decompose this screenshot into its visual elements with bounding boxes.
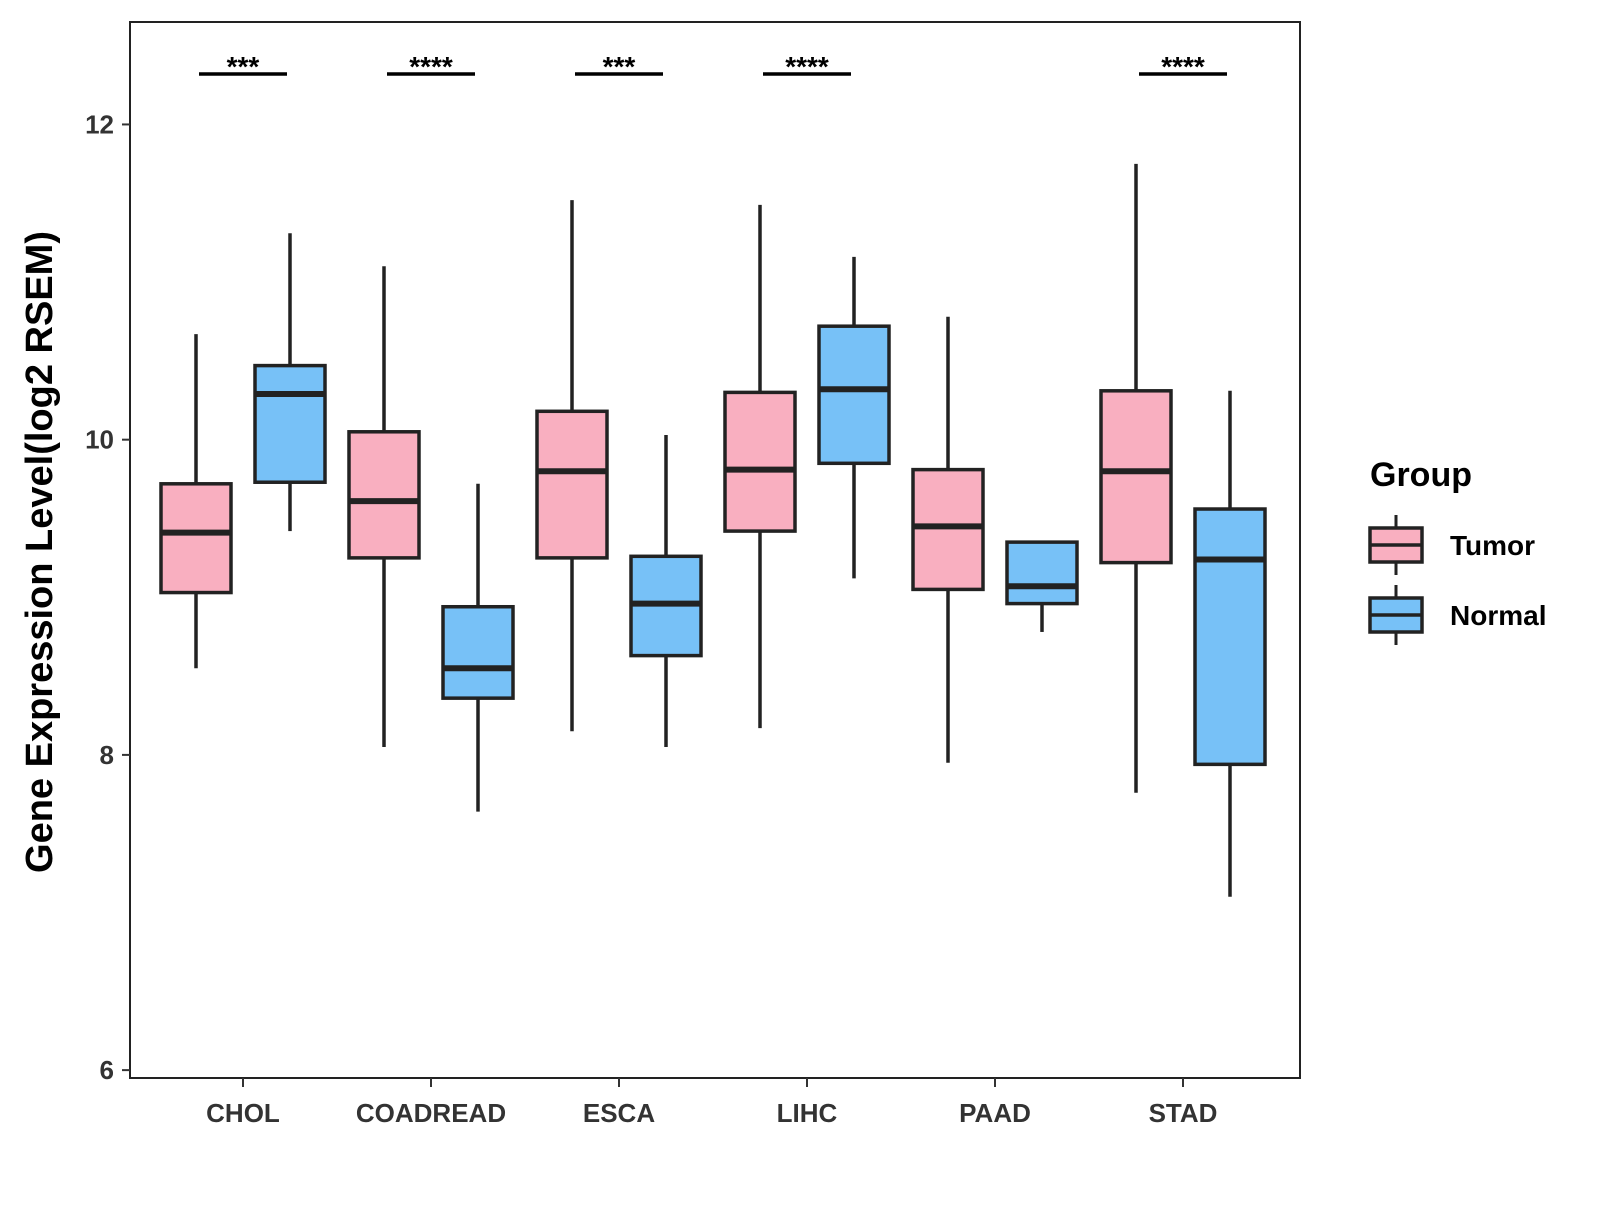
box-normal-paad [1005,540,1079,632]
legend: Group Tumor Normal [1368,456,1546,645]
plot-panel-border [129,21,1301,1079]
box-iqr [347,430,421,560]
box-iqr [441,604,515,700]
box-normal-coadread [441,483,515,812]
box-iqr [1193,507,1267,767]
y-tick-label: 12 [85,109,114,139]
box-normal-esca [629,434,703,748]
x-axis: CHOL COADREAD ESCA LIHC PAAD STAD [206,1078,1217,1128]
significance-label: **** [1161,51,1205,82]
box-iqr [911,467,985,592]
y-tick-label: 8 [100,740,114,770]
x-tick-label: ESCA [583,1098,655,1128]
box-tumor-chol [159,334,233,669]
significance-label: **** [785,51,829,82]
box-series-group [159,163,1267,897]
box-iqr [1099,389,1173,565]
legend-title: Group [1370,456,1472,494]
legend-item-tumor: Tumor [1368,515,1535,575]
significance-annotations: *** **** *** **** **** [199,51,1227,82]
x-tick-label: CHOL [206,1098,280,1128]
x-tick-label: PAAD [959,1098,1031,1128]
box-tumor-esca [535,200,609,732]
significance-label: *** [603,51,636,82]
box-iqr [535,409,609,560]
legend-item-normal: Normal [1368,585,1546,645]
box-tumor-stad [1099,163,1173,793]
legend-label: Normal [1450,600,1546,631]
box-iqr [723,390,797,533]
x-tick-label: STAD [1149,1098,1218,1128]
y-tick-label: 6 [100,1055,114,1085]
y-axis-title: Gene Expression Level(log2 RSEM) [19,231,61,873]
box-iqr [253,363,327,484]
significance-label: *** [227,51,260,82]
x-tick-label: LIHC [777,1098,838,1128]
box-iqr [1005,540,1079,606]
box-tumor-paad [911,316,985,763]
box-tumor-coadread [347,266,421,748]
box-normal-lihc [817,256,891,579]
y-axis: 6 8 10 12 [85,109,130,1085]
box-iqr [817,324,891,466]
y-tick-label: 10 [85,425,114,455]
x-tick-label: COADREAD [356,1098,506,1128]
box-tumor-lihc [723,204,797,729]
box-normal-stad [1193,390,1267,897]
box-normal-chol [253,233,327,532]
box-iqr [159,482,233,595]
significance-label: **** [409,51,453,82]
legend-label: Tumor [1450,530,1535,561]
